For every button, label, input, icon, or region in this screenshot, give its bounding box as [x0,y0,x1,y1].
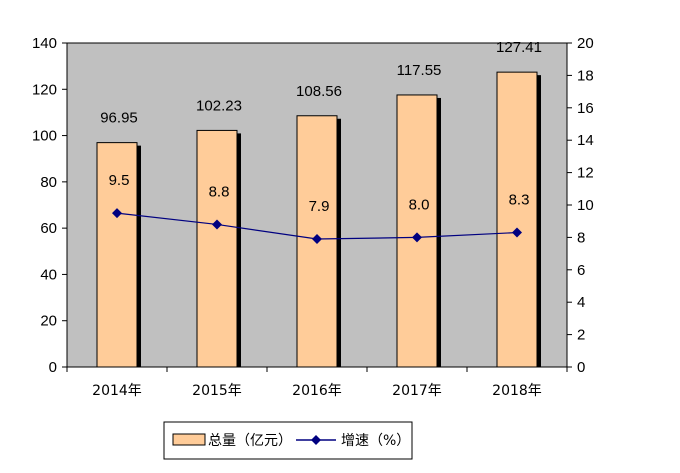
category-axis: 2014年 2015年 2016年 2017年 2018年 [66,367,568,399]
right-axis-tick-label: 10 [577,197,594,214]
line-layer [112,208,522,245]
legend-bar-swatch [172,433,206,446]
growth-marker [412,232,422,243]
bars-layer [96,71,541,368]
category-label: 2018年 [492,383,542,399]
growth-data-label: 7.9 [309,198,330,215]
growth-data-label: 8.0 [409,196,430,213]
right-axis-tick-label: 8 [577,229,585,246]
bar [196,129,238,368]
left-axis-tick-label: 60 [40,220,57,237]
left-axis-tick-label: 120 [32,81,57,98]
bar-data-label: 102.23 [196,97,242,114]
growth-marker [212,219,222,230]
legend: 总量（亿元） 增速（%） [163,421,413,460]
right-axis: 0 2 4 6 8 10 12 14 16 18 20 [567,35,594,376]
left-axis-tick-label: 0 [49,359,57,376]
labels-layer: 96.95 102.23 108.56 117.55 127.41 9.5 8.8 7.9 8.… [100,39,542,215]
category-label: 2017年 [392,383,442,399]
right-axis-tick-label: 16 [577,100,594,117]
left-axis-tick-label: 20 [40,313,57,330]
left-axis: 0 20 40 60 80 100 120 140 [32,35,67,376]
growth-marker [512,227,522,238]
growth-data-label: 9.5 [109,172,130,189]
right-axis-tick-label: 12 [577,165,594,182]
bar-data-label: 96.95 [100,110,138,127]
category-label: 2014年 [92,383,142,399]
legend-box [163,421,413,460]
growth-marker [112,208,122,219]
growth-marker [312,234,322,245]
bar-data-label: 117.55 [397,62,442,79]
bar-data-label: 127.41 [496,39,542,56]
right-axis-tick-label: 18 [577,67,594,84]
left-axis-tick-label: 140 [32,35,57,52]
right-axis-tick-label: 14 [577,132,594,149]
category-label: 2015年 [192,383,242,399]
growth-data-label: 8.3 [509,192,530,209]
bar-data-label: 108.56 [296,83,342,100]
bar [96,142,138,368]
left-axis-tick-label: 40 [40,266,57,283]
legend-line-marker [311,435,321,445]
left-axis-tick-label: 80 [40,174,57,191]
legend-bar-label: 总量（亿元） [208,433,292,449]
right-axis-tick-label: 20 [577,35,594,52]
right-axis-tick-label: 0 [577,359,585,376]
category-label: 2016年 [292,383,342,399]
bar [496,71,538,368]
bar [396,94,438,368]
right-axis-tick-label: 6 [577,262,585,279]
growth-data-label: 8.8 [209,183,230,200]
right-axis-tick-label: 2 [577,327,585,344]
left-axis-tick-label: 100 [32,128,57,145]
legend-line-label: 增速（%） [341,433,410,449]
right-axis-tick-label: 4 [577,294,585,311]
